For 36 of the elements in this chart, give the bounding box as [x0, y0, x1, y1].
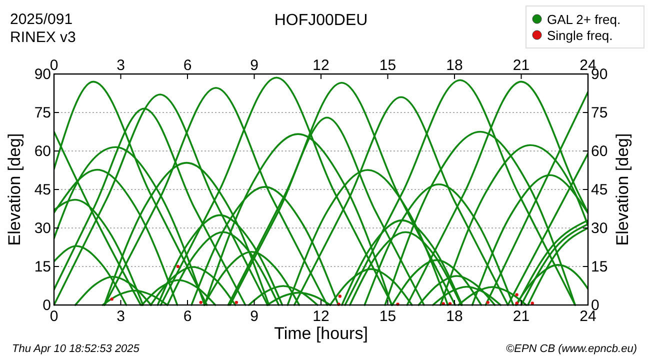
y2-axis-title: Elevation [deg]: [613, 133, 632, 246]
x2-tick-label: 6: [183, 308, 192, 325]
y-tick-label: 60: [34, 143, 51, 160]
legend-label: GAL 2+ freq.: [547, 12, 621, 27]
y-axis-title: Elevation [deg]: [5, 133, 24, 246]
y2-tick-label: 75: [591, 104, 608, 122]
text: 2025/091: [10, 11, 73, 28]
text: RINEX v3: [10, 29, 76, 46]
x2-tick-label: 12: [312, 308, 330, 325]
y-tick-label: 45: [34, 182, 51, 198]
x-tick-label: 15: [379, 57, 396, 74]
chart-title: HOFJ00DEU: [274, 12, 368, 29]
legend-label: Single freq.: [547, 28, 613, 43]
y-tick-label: 90: [34, 66, 51, 83]
y-tick-label: 30: [34, 220, 51, 237]
y-tick-label: 0: [42, 297, 51, 314]
x2-tick-label: 21: [512, 308, 530, 325]
x-axis-title: Time [hours]: [274, 324, 368, 343]
y2-tick-label: 60: [591, 143, 608, 160]
x-tick-label: 9: [250, 57, 258, 74]
y2-tick-label: 15: [591, 258, 608, 276]
text: Thu Apr 10 18:52:53 2025: [12, 343, 140, 355]
x2-tick-label: 3: [116, 308, 125, 325]
y2-tick-label: 45: [591, 182, 608, 198]
x-tick-label: 18: [446, 57, 463, 74]
y-tick-label: 75: [34, 104, 51, 122]
x2-tick-label: 18: [446, 308, 463, 325]
text: ©EPN CB (www.epncb.eu): [506, 343, 638, 355]
y2-tick-label: 30: [591, 220, 608, 237]
y-tick-label: 15: [34, 258, 51, 276]
x2-tick-label: 9: [250, 308, 258, 325]
x-tick-label: 3: [116, 57, 125, 74]
x-tick-label: 21: [512, 57, 530, 74]
x-tick-label: 6: [183, 57, 192, 74]
x-tick-label: 12: [312, 57, 330, 74]
x2-tick-label: 15: [379, 308, 396, 325]
